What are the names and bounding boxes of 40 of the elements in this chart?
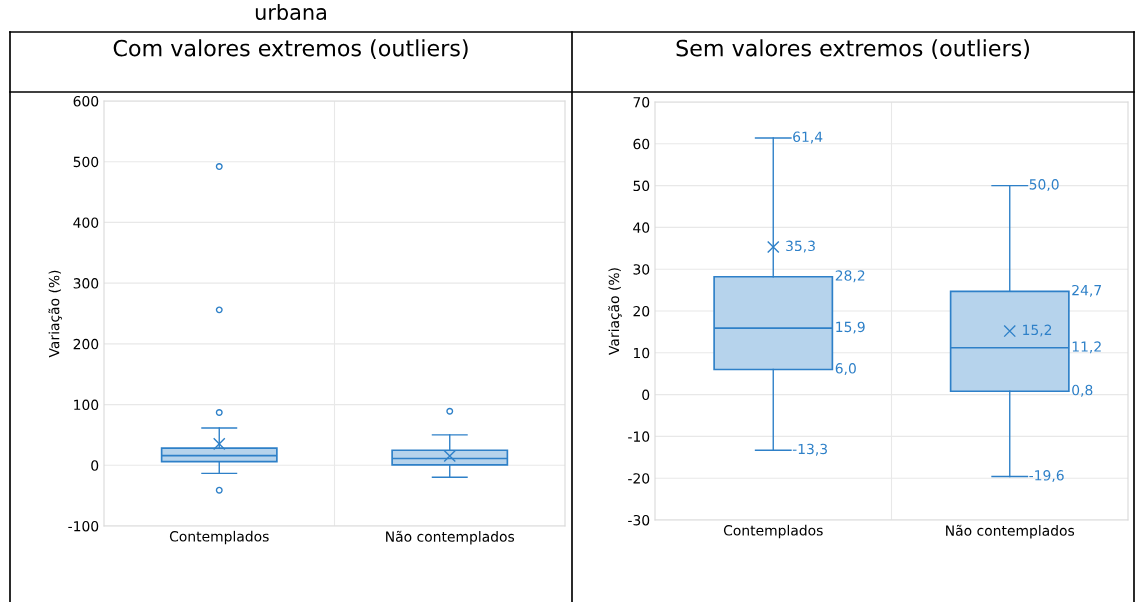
x-tick-label: Contemplados	[169, 530, 269, 545]
y-tick-label: 500	[73, 156, 99, 168]
y-tick-label: 30	[633, 264, 650, 275]
y-tick-label: 300	[73, 278, 99, 289]
text: 50,0	[1029, 179, 1059, 192]
y-tick-label: -10	[628, 431, 650, 442]
text: 28,2	[835, 270, 865, 283]
text: urbana	[255, 3, 326, 21]
y-tick-label: 400	[73, 217, 99, 228]
y-tick-label: -30	[628, 514, 650, 526]
y-tick-label: 100	[74, 399, 99, 411]
y-tick-label: 60	[633, 138, 650, 150]
text: -13,3	[792, 443, 827, 456]
text: 0,8	[1072, 384, 1093, 397]
x-tick-label: Não contemplados	[946, 524, 1075, 539]
y-tick-label: 200	[73, 338, 99, 350]
text: 61,4	[793, 131, 823, 144]
y-tick-label: 70	[633, 96, 650, 108]
y-tick-label: 600	[73, 95, 99, 107]
y-tick-label: 0	[642, 389, 650, 401]
y-tick-label: 40	[633, 222, 650, 233]
y-tick-label: -100	[68, 520, 99, 532]
y-tick-label: 10	[633, 347, 650, 359]
text: 15,9	[836, 321, 865, 334]
text: 15,2	[1023, 324, 1052, 337]
y-tick-label: 0	[91, 460, 99, 471]
y-axis-title: Variação (%)	[48, 270, 62, 358]
y-tick-label: -20	[628, 473, 650, 484]
x-tick-label: Não contemplados	[386, 530, 515, 545]
chart-title: Com valores extremos (outliers)	[113, 39, 468, 60]
x-tick-label: Contemplados	[723, 524, 823, 539]
chart-title: Sem valores extremos (outliers)	[676, 39, 1029, 60]
y-tick-label: 20	[633, 305, 650, 317]
text: 11,2	[1072, 341, 1101, 354]
y-axis-title: Variação (%)	[608, 268, 622, 355]
text: 24,7	[1072, 284, 1101, 297]
y-tick-label: 50	[633, 180, 650, 192]
text: 6,0	[835, 363, 856, 375]
text: -19,6	[1029, 470, 1064, 482]
text: 35,3	[786, 240, 815, 253]
